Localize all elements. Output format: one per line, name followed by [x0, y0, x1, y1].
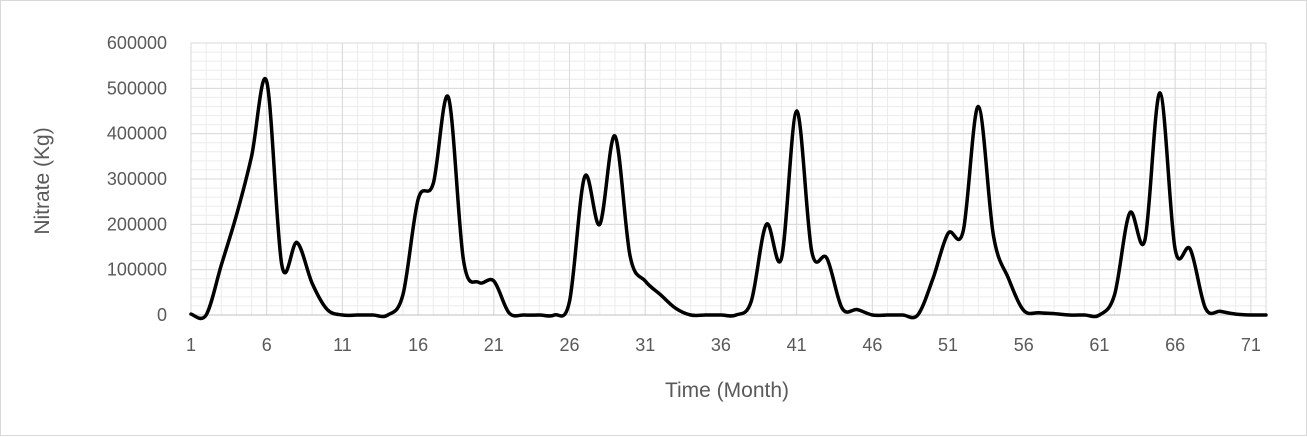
x-tick-label: 26	[560, 335, 580, 355]
x-tick-label: 36	[711, 335, 731, 355]
x-tick-label: 46	[862, 335, 882, 355]
x-tick-label: 61	[1089, 335, 1109, 355]
x-tick-label: 51	[938, 335, 958, 355]
x-tick-label: 6	[262, 335, 272, 355]
x-tick-label: 31	[635, 335, 655, 355]
x-axis-title: Time (Month)	[665, 379, 789, 402]
y-tick-label: 200000	[107, 214, 167, 234]
x-tick-label: 21	[484, 335, 504, 355]
x-tick-label: 66	[1165, 335, 1185, 355]
x-tick-label: 16	[408, 335, 428, 355]
x-tick-label: 56	[1014, 335, 1034, 355]
x-tick-label: 71	[1241, 335, 1261, 355]
y-tick-label: 0	[157, 305, 167, 325]
y-axis-tick-labels: 0 100000 200000 300000 400000 500000 600000	[107, 33, 167, 325]
y-tick-label: 100000	[107, 260, 167, 280]
y-axis-title: Nitrate (Kg)	[31, 127, 54, 234]
major-gridlines	[191, 43, 1266, 315]
nitrate-series-line	[191, 79, 1266, 319]
x-tick-label: 41	[787, 335, 807, 355]
y-tick-label: 600000	[107, 33, 167, 53]
series-layer	[191, 79, 1266, 319]
x-tick-label: 1	[186, 335, 196, 355]
x-tick-label: 11	[333, 335, 352, 355]
y-tick-label: 300000	[107, 169, 167, 189]
y-tick-label: 400000	[107, 124, 167, 144]
y-tick-label: 500000	[107, 78, 167, 98]
